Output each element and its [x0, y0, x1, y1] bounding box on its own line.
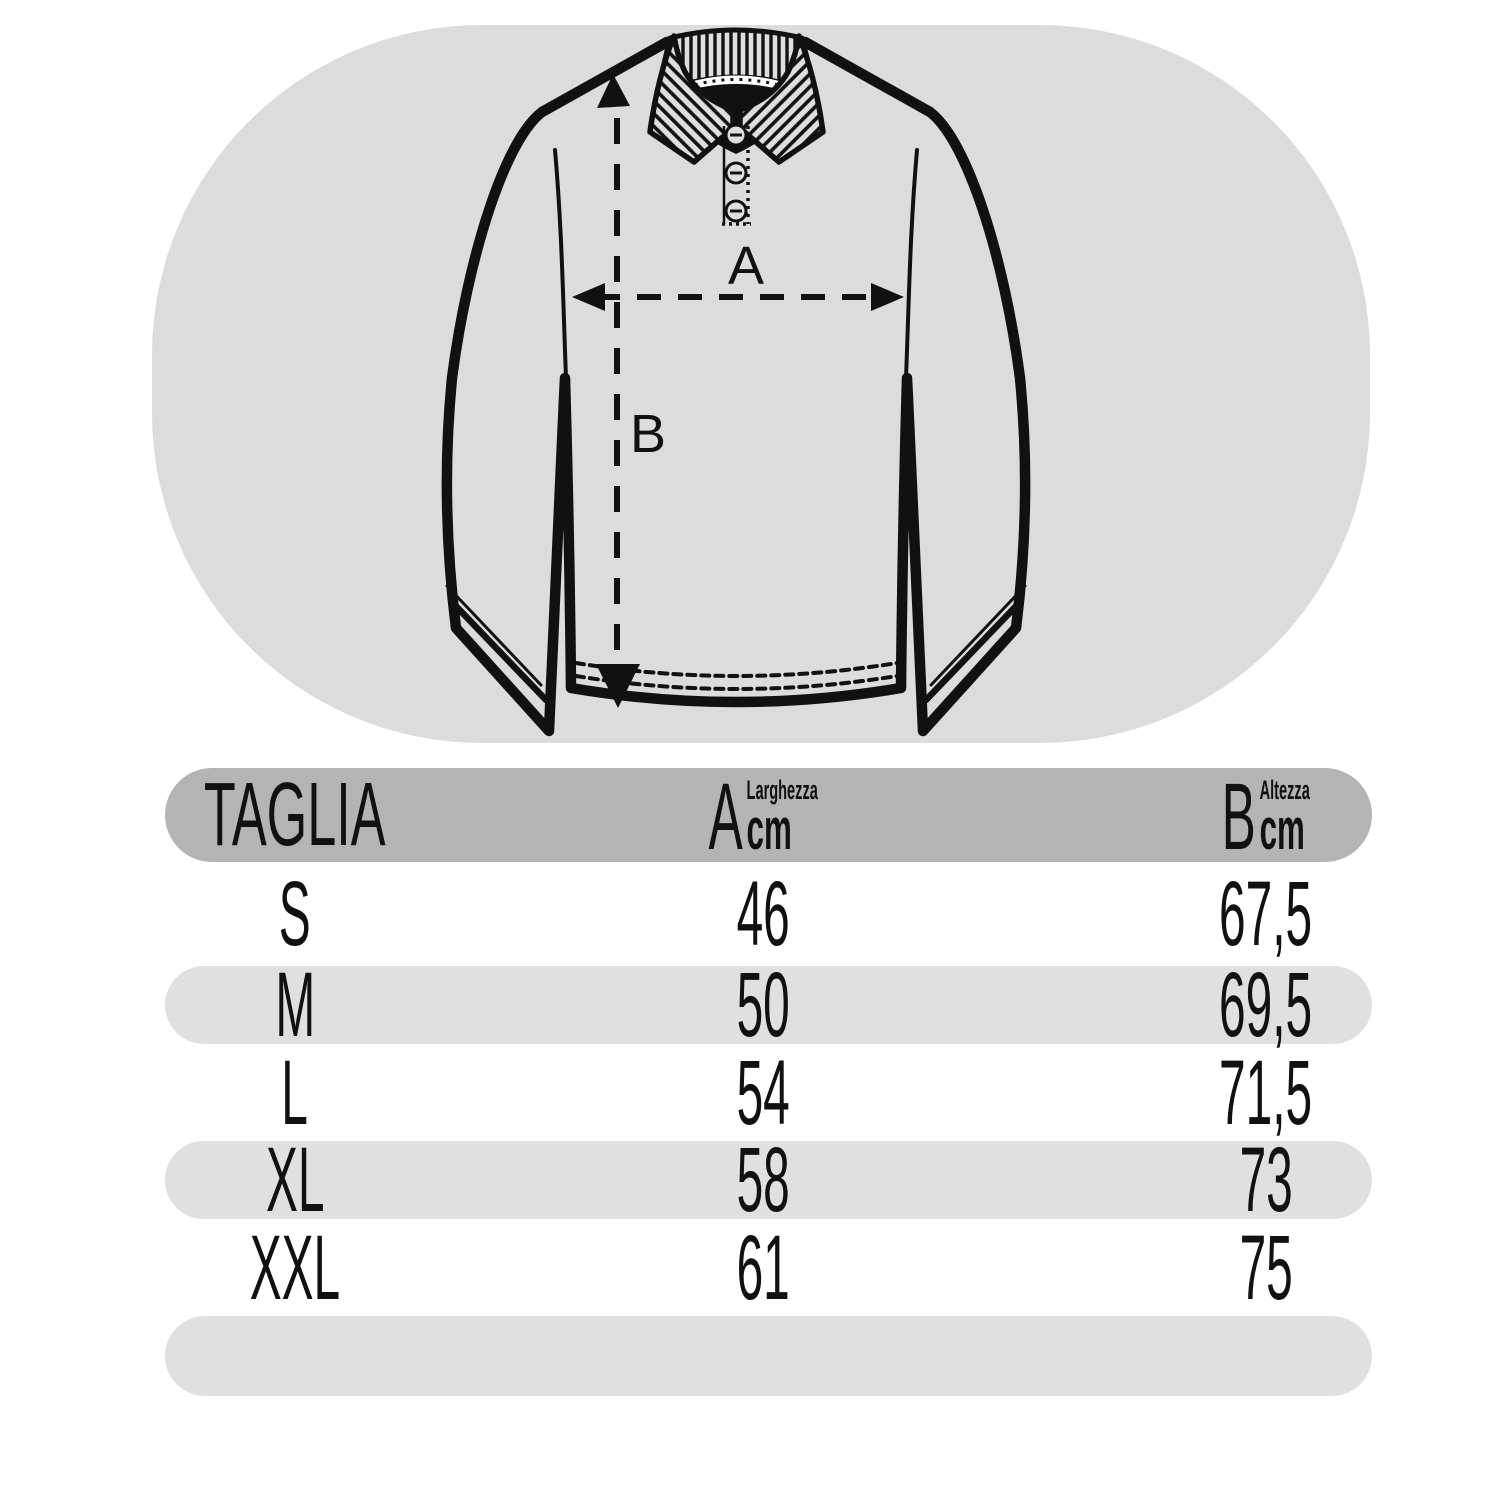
table-row-l: L 54 71,5	[165, 1044, 1372, 1141]
header-b-dimension: Altezza	[1259, 774, 1311, 805]
header-width-column: A Larghezza cm	[463, 764, 1063, 870]
height-cell: 71,5	[1219, 1041, 1313, 1144]
measure-b-arrow	[596, 74, 640, 708]
size-cell: XXL	[249, 1216, 341, 1319]
label-a: A	[728, 236, 764, 296]
header-b-unit: cm	[1259, 796, 1306, 862]
size-cell: XL	[265, 1129, 325, 1231]
width-cell: 46	[736, 863, 790, 965]
table-row-s: S 46 67,5	[165, 862, 1372, 966]
header-size-label: TAGLIA	[204, 765, 386, 865]
size-cell: M	[275, 954, 315, 1056]
collar-flaps	[647, 33, 826, 165]
table-header-row: TAGLIA A Larghezza cm B Altezza cm	[165, 764, 1372, 870]
label-b: B	[630, 404, 666, 464]
buttons	[724, 123, 748, 223]
table-row-xxl: XXL 61 75	[165, 1219, 1372, 1316]
measure-a-arrow	[572, 283, 904, 311]
table-empty-row	[165, 1316, 1372, 1396]
height-cell: 69,5	[1219, 954, 1313, 1056]
header-a-letter: A	[708, 764, 743, 870]
table-row-xl: XL 58 73	[165, 1134, 1372, 1226]
header-a-dimension: Larghezza	[746, 774, 818, 805]
header-a-unit: cm	[746, 796, 792, 862]
height-cell: 73	[1239, 1129, 1293, 1231]
height-cell: 75	[1239, 1216, 1293, 1319]
size-cell: L	[281, 1041, 309, 1144]
width-cell: 58	[736, 1129, 790, 1231]
shirt-outline	[441, 36, 1031, 737]
size-cell: S	[279, 863, 311, 965]
placket	[722, 126, 751, 226]
header-b-letter: B	[1221, 764, 1257, 870]
width-cell: 50	[736, 954, 790, 1056]
width-cell: 54	[736, 1041, 790, 1144]
width-cell: 61	[736, 1216, 790, 1319]
table-row-m: M 50 69,5	[165, 959, 1372, 1051]
header-height-column: B Altezza cm	[1166, 764, 1366, 870]
height-cell: 67,5	[1219, 863, 1313, 965]
header-size-column: TAGLIA	[165, 768, 425, 862]
